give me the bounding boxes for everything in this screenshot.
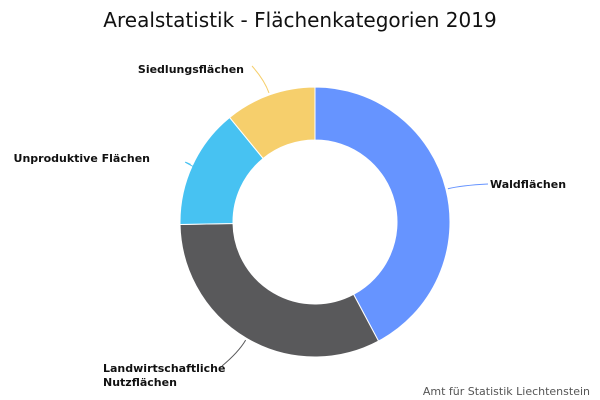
slice-label-waldflaechen: Waldflächen [490,178,566,191]
chart-title: Arealstatistik - Flächenkategorien 2019 [103,8,496,32]
slice-landwirtschaftliche-nutzflaechen[interactable] [179,223,380,358]
slice-label-unproduktive-flaechen: Unproduktive Flächen [14,152,150,165]
connector-landwirtschaftliche-nutzflaechen [221,339,247,367]
chart-credit: Amt für Statistik Liechtenstein [423,385,590,398]
connector-waldflaechen [447,183,489,190]
connector-unproduktive-flaechen [184,161,197,169]
connectors-group [184,65,489,367]
slice-siedlungsflaechen[interactable] [228,86,316,160]
slice-label-siedlungsflaechen: Siedlungsflächen [138,63,244,76]
slice-label-landwirtschaftliche-nutzflaechen: Landwirtschaftliche Nutzflächen [103,362,229,389]
slices-group [179,86,451,358]
slice-waldflaechen[interactable] [314,86,451,342]
connector-siedlungsflaechen [251,65,270,94]
